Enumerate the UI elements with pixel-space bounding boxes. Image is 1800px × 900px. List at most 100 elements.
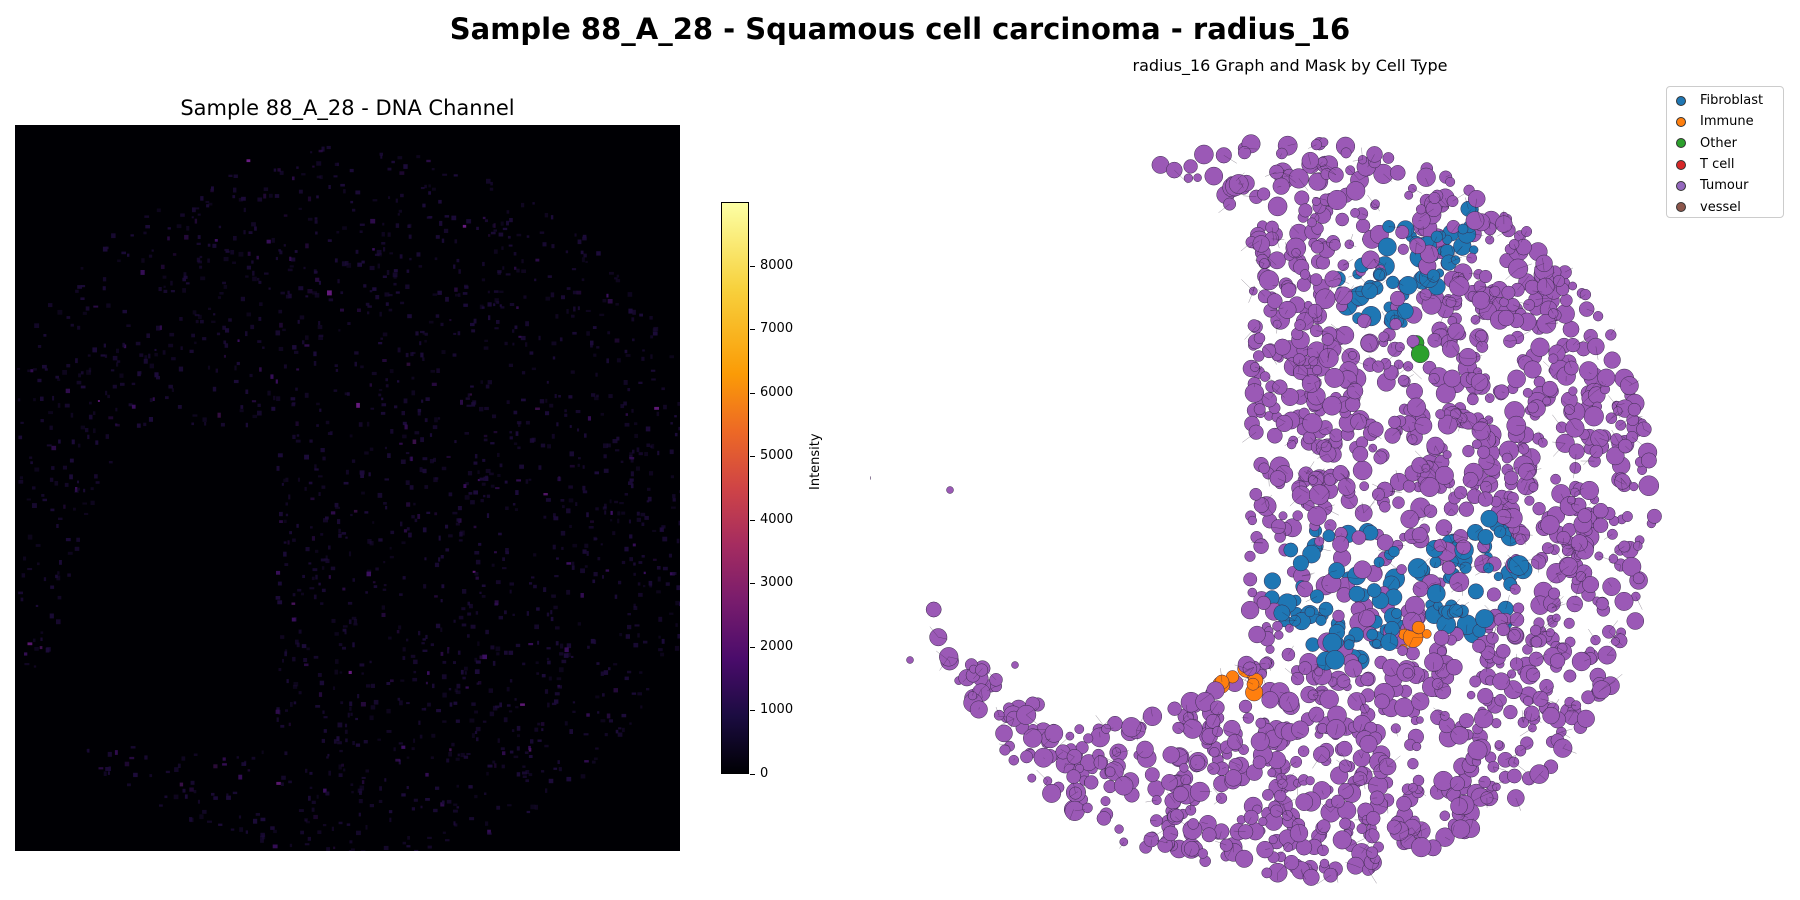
nucleus-speckle [440,555,444,559]
nucleus-speckle [223,354,226,358]
graph-edge [1399,827,1413,835]
nucleus-speckle [275,596,281,600]
nucleus-speckle [349,168,354,173]
isolated-cell [906,656,914,664]
graph-edge [1576,335,1591,345]
nucleus-speckle [453,174,458,177]
nucleus-speckle [462,589,467,594]
cell-mask [1219,838,1233,852]
nucleus-speckle [538,465,542,470]
graph-edge [1445,174,1450,178]
cell-mask [1248,625,1266,644]
nucleus-speckle [77,443,81,448]
graph-edge [1339,397,1352,404]
cell-mask [1365,811,1381,826]
nucleus-speckle [33,665,37,668]
graph-edge [1324,169,1337,176]
nucleus-speckle [80,385,86,389]
nucleus-speckle [310,151,313,154]
graph-edge [1422,275,1435,281]
nucleus-speckle [541,770,545,773]
nucleus-speckle [475,576,479,580]
graph-edge [1342,474,1348,482]
nucleus-speckle [359,785,365,791]
nucleus-speckle [342,625,348,628]
nucleus-speckle [533,553,537,557]
nucleus-speckle [276,717,279,722]
graph-edge [1529,468,1542,471]
nucleus-speckle [546,647,551,650]
nucleus-speckle [251,222,256,227]
nucleus-speckle [596,662,600,665]
cell-mask [1183,159,1198,174]
cell-mask [1389,318,1402,331]
nucleus-speckle [326,756,329,759]
graph-edge [1430,236,1438,250]
graph-edge [1323,164,1337,176]
nucleus-speckle [292,684,298,689]
graph-edge [1467,368,1470,378]
graph-edge [1318,446,1327,449]
graph-edge [978,707,980,710]
nucleus-speckle [481,278,486,282]
cell-mask [1449,276,1470,297]
nucleus-speckle [293,701,297,705]
nucleus-speckle [212,243,217,248]
graph-edge [1346,305,1354,318]
nucleus-speckle [321,485,326,489]
nucleus-speckle [569,451,574,457]
cell-mask [1258,270,1280,291]
graph-edge [1458,813,1469,818]
nucleus-speckle [224,248,229,251]
nucleus-speckle [410,352,414,357]
cell-mask [1322,529,1336,543]
nucleus-speckle [333,175,338,178]
nucleus-speckle [389,369,394,374]
nucleus-speckle [628,519,631,524]
graph-edge [1570,565,1577,574]
cell-mask [1170,808,1184,823]
graph-edge [1411,827,1421,840]
cell-mask [1318,348,1339,369]
cell-mask [1307,506,1327,526]
graph-edge [1236,739,1244,750]
graph-edge [1281,764,1292,779]
cell-mask [1273,789,1287,803]
graph-edge [1456,582,1462,585]
nucleus-speckle [631,692,637,695]
cell-mask [1185,804,1197,816]
nucleus-speckle [569,464,575,468]
nucleus-speckle [545,498,551,502]
cell-mask [1305,637,1320,652]
nucleus-speckle [607,331,611,335]
graph-edge [1537,554,1542,559]
cell-mask [993,709,1005,721]
nucleus-speckle [312,568,318,572]
cell-mask [1450,819,1471,839]
nucleus-speckle [422,649,428,652]
graph-edge [1446,340,1449,348]
nucleus-speckle [364,451,369,455]
cell-mask [1462,471,1479,488]
nucleus-speckle [404,424,408,430]
graph-edge [1510,225,1521,237]
nucleus-speckle [317,830,322,834]
nucleus-speckle [168,343,174,348]
nucleus-speckle [462,676,466,680]
nucleus-speckle [267,390,271,396]
nucleus-speckle [484,792,487,795]
graph-edge [1616,403,1625,406]
nucleus-speckle [502,557,505,561]
nucleus-speckle [56,619,61,625]
nucleus-speckle [628,481,633,485]
graph-edge [1445,197,1450,210]
nucleus-speckle [633,603,636,608]
nucleus-speckle [380,154,383,159]
cell-mask [1289,823,1309,843]
nucleus-speckle [506,686,510,692]
nucleus-speckle [566,309,569,314]
nucleus-speckle [508,363,513,367]
cell-mask [1548,587,1561,600]
graph-edge [1043,780,1048,787]
graph-edge [1228,760,1241,766]
